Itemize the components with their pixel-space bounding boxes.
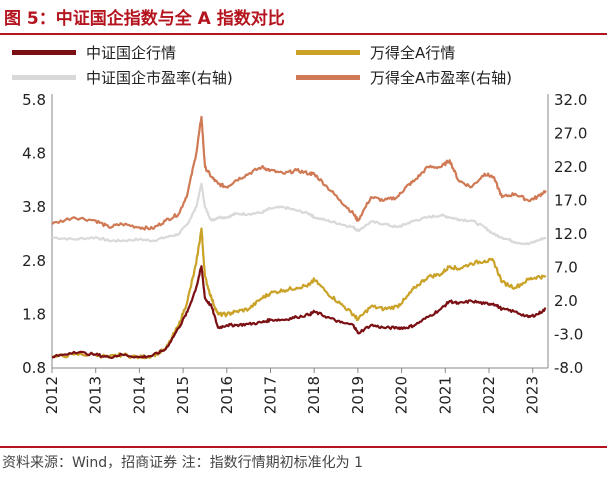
- legend-swatch-csoe-pe: [12, 75, 76, 80]
- y-right-tick-label: 12.0: [554, 225, 587, 243]
- legend-item-csoe-index: 中证国企行情: [12, 42, 176, 63]
- chart-axes: [51, 94, 549, 369]
- legend-swatch-wind-a-index: [296, 50, 360, 55]
- x-tick-label: 2015: [174, 376, 192, 414]
- y-right-tick-label: 17.0: [554, 192, 587, 210]
- x-tick-label: 2021: [436, 376, 454, 414]
- title-bar: 图 5：中证国企指数与全 A 指数对比: [0, 0, 607, 35]
- y-left-tick-label: 5.8: [22, 91, 46, 109]
- title-divider: [0, 33, 607, 35]
- y-right-tick-label: -8.0: [554, 359, 583, 377]
- chart-legend: 中证国企行情 万得全A行情 中证国企市盈率(右轴) 万得全A市盈率(右轴): [0, 40, 607, 92]
- wind-a-index-line: [51, 227, 547, 360]
- legend-swatch-csoe-index: [12, 50, 76, 55]
- y-right-tick-label: 22.0: [554, 158, 587, 176]
- x-tick-label: 2017: [262, 376, 280, 414]
- legend-label-wind-a-pe: 万得全A市盈率(右轴): [370, 69, 512, 87]
- legend-item-csoe-pe: 中证国企市盈率(右轴): [12, 67, 233, 88]
- x-tick-label: 2020: [393, 376, 411, 414]
- y-right-tick-label: 27.0: [554, 125, 587, 143]
- y-left-tick-label: 2.8: [22, 252, 46, 270]
- legend-swatch-wind-a-pe: [296, 75, 360, 80]
- footer-divider: [0, 446, 607, 448]
- y-left-tick-label: 3.8: [22, 198, 46, 216]
- x-tick-label: 2019: [349, 376, 367, 414]
- y-left-tick-label: 4.8: [22, 145, 46, 163]
- legend-label-csoe-pe: 中证国企市盈率(右轴): [86, 69, 233, 87]
- x-tick-label: 2023: [524, 376, 542, 414]
- legend-item-wind-a-pe: 万得全A市盈率(右轴): [296, 67, 512, 88]
- y-right-tick-label: 7.0: [554, 259, 578, 277]
- legend-label-csoe-index: 中证国企行情: [86, 44, 177, 62]
- y-left-tick-label: 1.8: [22, 305, 46, 323]
- x-tick-label: 2014: [130, 376, 148, 414]
- page-title: 图 5：中证国企指数与全 A 指数对比: [4, 9, 285, 29]
- x-tick-label: 2018: [305, 376, 323, 414]
- wind-a-pe-line: [51, 115, 547, 231]
- x-tick-label: 2013: [87, 376, 105, 414]
- csoe-index-line: [51, 265, 547, 359]
- legend-item-wind-a-index: 万得全A行情: [296, 42, 455, 63]
- chart-ticks: 0.8 1.8 2.8 3.8 4.8 5.8 -8.0 -3.0 2.0 7.0 12.0 17.0…: [22, 91, 587, 414]
- source-note: 资料来源：Wind，招商证券 注：指数行情期初标准化为 1: [2, 455, 363, 471]
- y-right-tick-label: 32.0: [554, 91, 587, 109]
- x-tick-label: 2012: [43, 376, 61, 414]
- y-right-tick-label: 2.0: [554, 292, 578, 310]
- x-tick-label: 2022: [480, 376, 498, 414]
- y-left-tick-label: 0.8: [22, 359, 46, 377]
- y-right-tick-label: -3.0: [554, 326, 583, 344]
- chart-series: [51, 115, 547, 360]
- x-tick-label: 2016: [218, 376, 236, 414]
- legend-label-wind-a-index: 万得全A行情: [370, 44, 456, 62]
- csoe-pe-line: [51, 182, 547, 246]
